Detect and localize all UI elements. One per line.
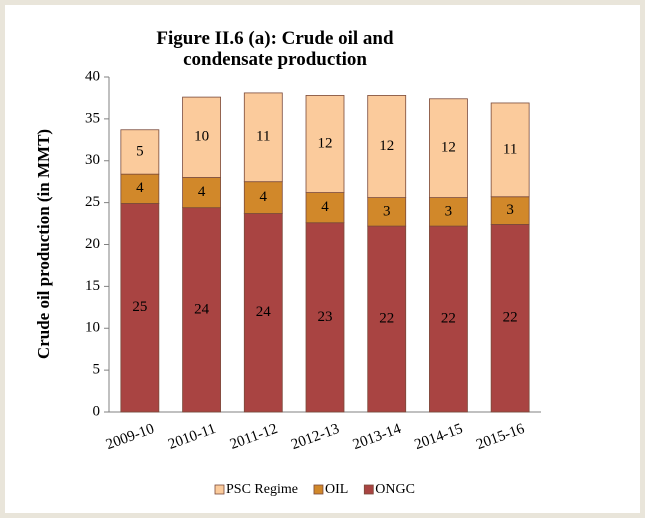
- bar-segment: [243, 92, 283, 183]
- x-tick-label: 2010-11: [166, 421, 218, 453]
- value-label: 3: [506, 202, 514, 218]
- value-label: 4: [198, 184, 206, 200]
- bar-segment: [305, 95, 345, 193]
- value-label: 5: [136, 143, 144, 159]
- x-tick-label: 2009-10: [104, 421, 156, 453]
- legend-swatch: [313, 484, 324, 495]
- bar-segment: [182, 177, 221, 209]
- bar-segment: [120, 173, 160, 204]
- bar-segment: [490, 102, 530, 198]
- y-tick-label: 10: [85, 320, 100, 336]
- bar-segment: [243, 213, 283, 413]
- value-label: 23: [318, 309, 333, 325]
- y-tick-label: 15: [85, 278, 100, 294]
- chart-title: Figure II.6 (a): Crude oil and condensat…: [156, 28, 394, 70]
- value-label: 4: [260, 189, 268, 205]
- x-tick-label: 2011-12: [228, 421, 280, 453]
- value-label: 22: [441, 310, 456, 326]
- value-label: 3: [445, 203, 453, 219]
- bar-segment: [182, 207, 221, 413]
- y-tick-label: 35: [85, 110, 100, 126]
- bar-segment: [182, 96, 221, 178]
- value-label: 25: [132, 299, 147, 315]
- value-label: 12: [318, 135, 333, 151]
- y-tick-label: 20: [85, 236, 100, 252]
- bar-segment: [243, 181, 283, 214]
- value-label: 4: [321, 199, 329, 215]
- bar-segment: [120, 203, 160, 413]
- value-label: 10: [194, 129, 209, 145]
- bar-segment: [367, 95, 407, 199]
- x-tick-label: 2015-16: [474, 421, 527, 453]
- legend-swatch: [363, 484, 374, 495]
- y-axis-label: Crude oil production (in MMT): [34, 129, 53, 359]
- bar-segment: [367, 197, 407, 227]
- value-label: 12: [441, 140, 456, 156]
- x-tick-label: 2013-14: [351, 421, 404, 453]
- bar-segment: [490, 223, 530, 413]
- value-label: 11: [256, 129, 270, 145]
- value-label: 24: [194, 301, 210, 317]
- value-label: 22: [379, 310, 394, 326]
- value-label: 11: [503, 141, 517, 157]
- y-tick-label: 25: [85, 194, 100, 210]
- x-tick-label: 2012-13: [289, 421, 341, 453]
- x-tick-label: 2014-15: [413, 421, 465, 453]
- bar-segment: [490, 196, 530, 225]
- legend-swatch: [214, 484, 225, 495]
- bar-segment: [305, 222, 345, 413]
- bar-segment: [305, 192, 345, 224]
- legend-label: OIL: [325, 482, 348, 497]
- y-tick-label: 0: [93, 403, 101, 419]
- value-label: 3: [383, 203, 391, 219]
- bar-segment: [429, 98, 468, 198]
- bar-segment: [120, 129, 160, 175]
- y-tick-label: 5: [93, 362, 101, 378]
- legend-label: ONGC: [375, 482, 415, 497]
- value-label: 22: [503, 310, 518, 326]
- value-label: 24: [256, 304, 272, 320]
- y-tick-label: 30: [85, 152, 100, 168]
- value-label: 4: [136, 180, 144, 196]
- value-label: 12: [379, 138, 394, 154]
- y-tick-label: 40: [85, 68, 100, 84]
- legend-label: PSC Regime: [226, 482, 298, 497]
